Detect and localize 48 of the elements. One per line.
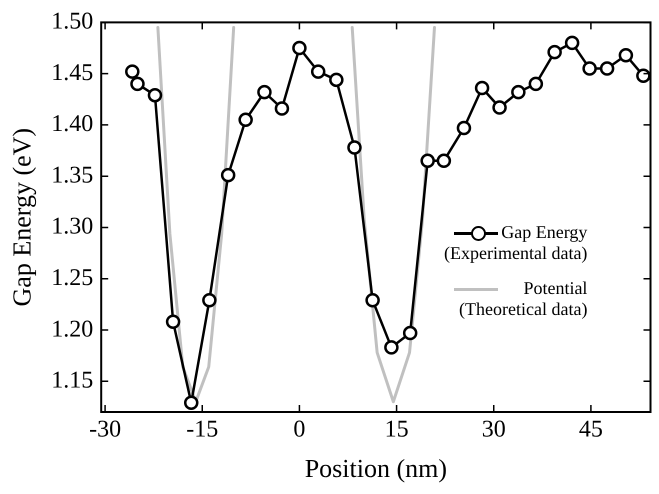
point bbox=[474, 80, 490, 96]
point bbox=[125, 64, 140, 79]
legend-label: Potential (Theoretical data) bbox=[458, 278, 588, 320]
point bbox=[564, 36, 580, 50]
point bbox=[528, 76, 544, 92]
point bbox=[618, 48, 634, 62]
point bbox=[310, 64, 326, 79]
point bbox=[402, 326, 418, 340]
point bbox=[166, 314, 180, 330]
legend-label: Gap Energy (Experimental data) bbox=[444, 222, 588, 264]
point bbox=[238, 112, 253, 128]
y-tick-label: 1.40 bbox=[51, 111, 94, 138]
point bbox=[547, 44, 562, 60]
point bbox=[202, 292, 217, 308]
x-tick-label: 15 bbox=[384, 416, 409, 443]
y-tick-label: 1.25 bbox=[51, 265, 94, 292]
y-tick-label: 1.45 bbox=[51, 60, 94, 86]
point bbox=[600, 61, 614, 76]
y-tick-label: 1.35 bbox=[51, 162, 94, 188]
point bbox=[420, 154, 435, 168]
point bbox=[436, 154, 452, 168]
point bbox=[492, 100, 507, 115]
y-tick-label: 1.50 bbox=[51, 8, 94, 35]
x-tick-label: -15 bbox=[186, 416, 218, 443]
point bbox=[582, 61, 597, 76]
point bbox=[329, 72, 344, 88]
point bbox=[384, 340, 399, 355]
point bbox=[292, 40, 307, 56]
point bbox=[365, 292, 380, 308]
y-tick-label: 1.30 bbox=[51, 214, 94, 240]
point bbox=[456, 120, 472, 136]
point bbox=[184, 396, 198, 410]
point bbox=[274, 101, 290, 116]
point bbox=[511, 84, 526, 100]
point bbox=[130, 76, 145, 92]
x-tick-label: 0 bbox=[293, 416, 306, 443]
x-tick-label: 30 bbox=[482, 416, 506, 443]
point bbox=[257, 84, 272, 100]
point bbox=[148, 88, 162, 102]
y-tick-label: 1.20 bbox=[51, 316, 94, 342]
x-tick-label: -30 bbox=[89, 416, 122, 443]
y-axis-title: Gap Energy (eV) bbox=[7, 128, 36, 306]
y-tick-label: 1.15 bbox=[51, 368, 94, 394]
point bbox=[636, 68, 651, 83]
point bbox=[347, 140, 362, 155]
x-axis-title: Position (nm) bbox=[304, 454, 447, 484]
x-tick-label: 45 bbox=[578, 416, 603, 443]
point bbox=[220, 168, 236, 182]
